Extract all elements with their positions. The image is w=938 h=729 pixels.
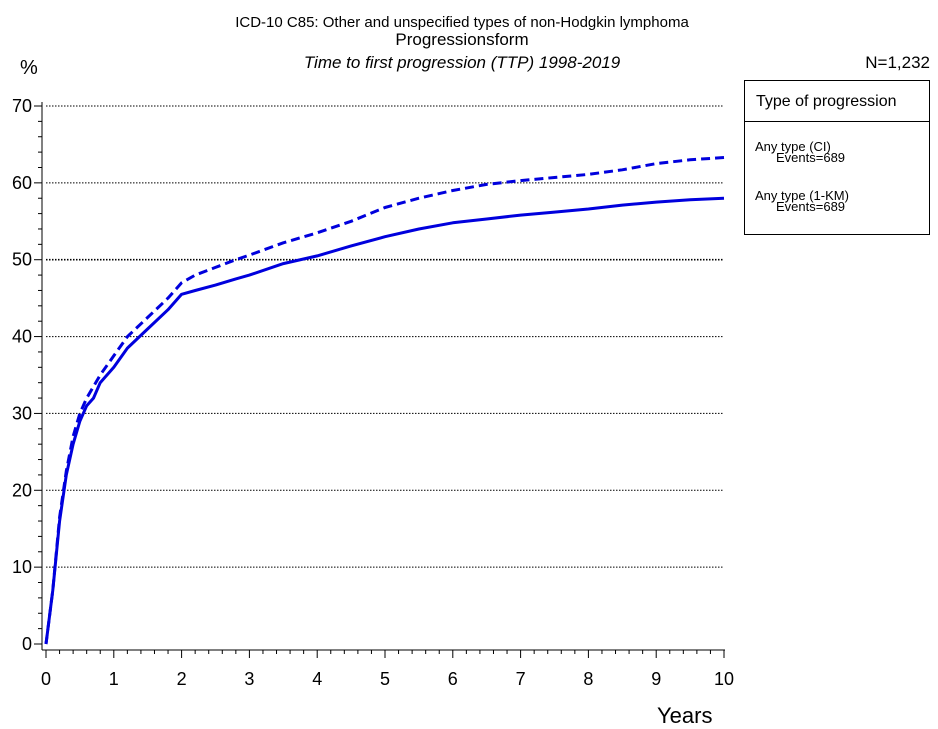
- x-tick-label: 9: [651, 669, 661, 689]
- x-tick-label: 2: [177, 669, 187, 689]
- sample-size-label: N=1,232: [865, 53, 930, 72]
- x-tick-label: 7: [516, 669, 526, 689]
- series-line-ci: [44, 196, 725, 645]
- x-tick-label: 3: [244, 669, 254, 689]
- y-tick-label: 30: [12, 403, 32, 423]
- y-tick-label: 0: [22, 634, 32, 654]
- y-tick-label: 20: [12, 480, 32, 500]
- legend-series-events: Events=689: [776, 199, 846, 214]
- x-tick-label: 5: [380, 669, 390, 689]
- x-tick-label: 8: [583, 669, 593, 689]
- x-tick-label: 1: [109, 669, 119, 689]
- chart-subtitle: Progressionsform: [395, 30, 529, 49]
- legend-series-name: Any type (1-KM): [755, 188, 849, 203]
- x-axis-label: Years: [657, 703, 713, 728]
- y-axis-label: %: [20, 57, 38, 79]
- y-tick-label: 50: [12, 250, 32, 270]
- x-tick-label: 6: [448, 669, 458, 689]
- legend-title: Type of progression: [745, 81, 929, 122]
- legend: Type of progression Any type (CI) Events…: [744, 80, 930, 235]
- legend-series-name: Any type (CI): [755, 139, 831, 154]
- chart-title: ICD-10 C85: Other and unspecified types …: [235, 14, 689, 31]
- x-tick-label: 10: [714, 669, 734, 689]
- chart-period: Time to first progression (TTP) 1998-201…: [303, 53, 621, 72]
- series-line-km: [44, 156, 725, 645]
- y-tick-label: 60: [12, 173, 32, 193]
- y-tick-label: 10: [12, 557, 32, 577]
- x-tick-label: 4: [312, 669, 322, 689]
- y-tick-label: 40: [12, 327, 32, 347]
- legend-series-events: Events=689: [776, 150, 846, 165]
- x-tick-label: 0: [41, 669, 51, 689]
- y-tick-label: 70: [12, 96, 32, 116]
